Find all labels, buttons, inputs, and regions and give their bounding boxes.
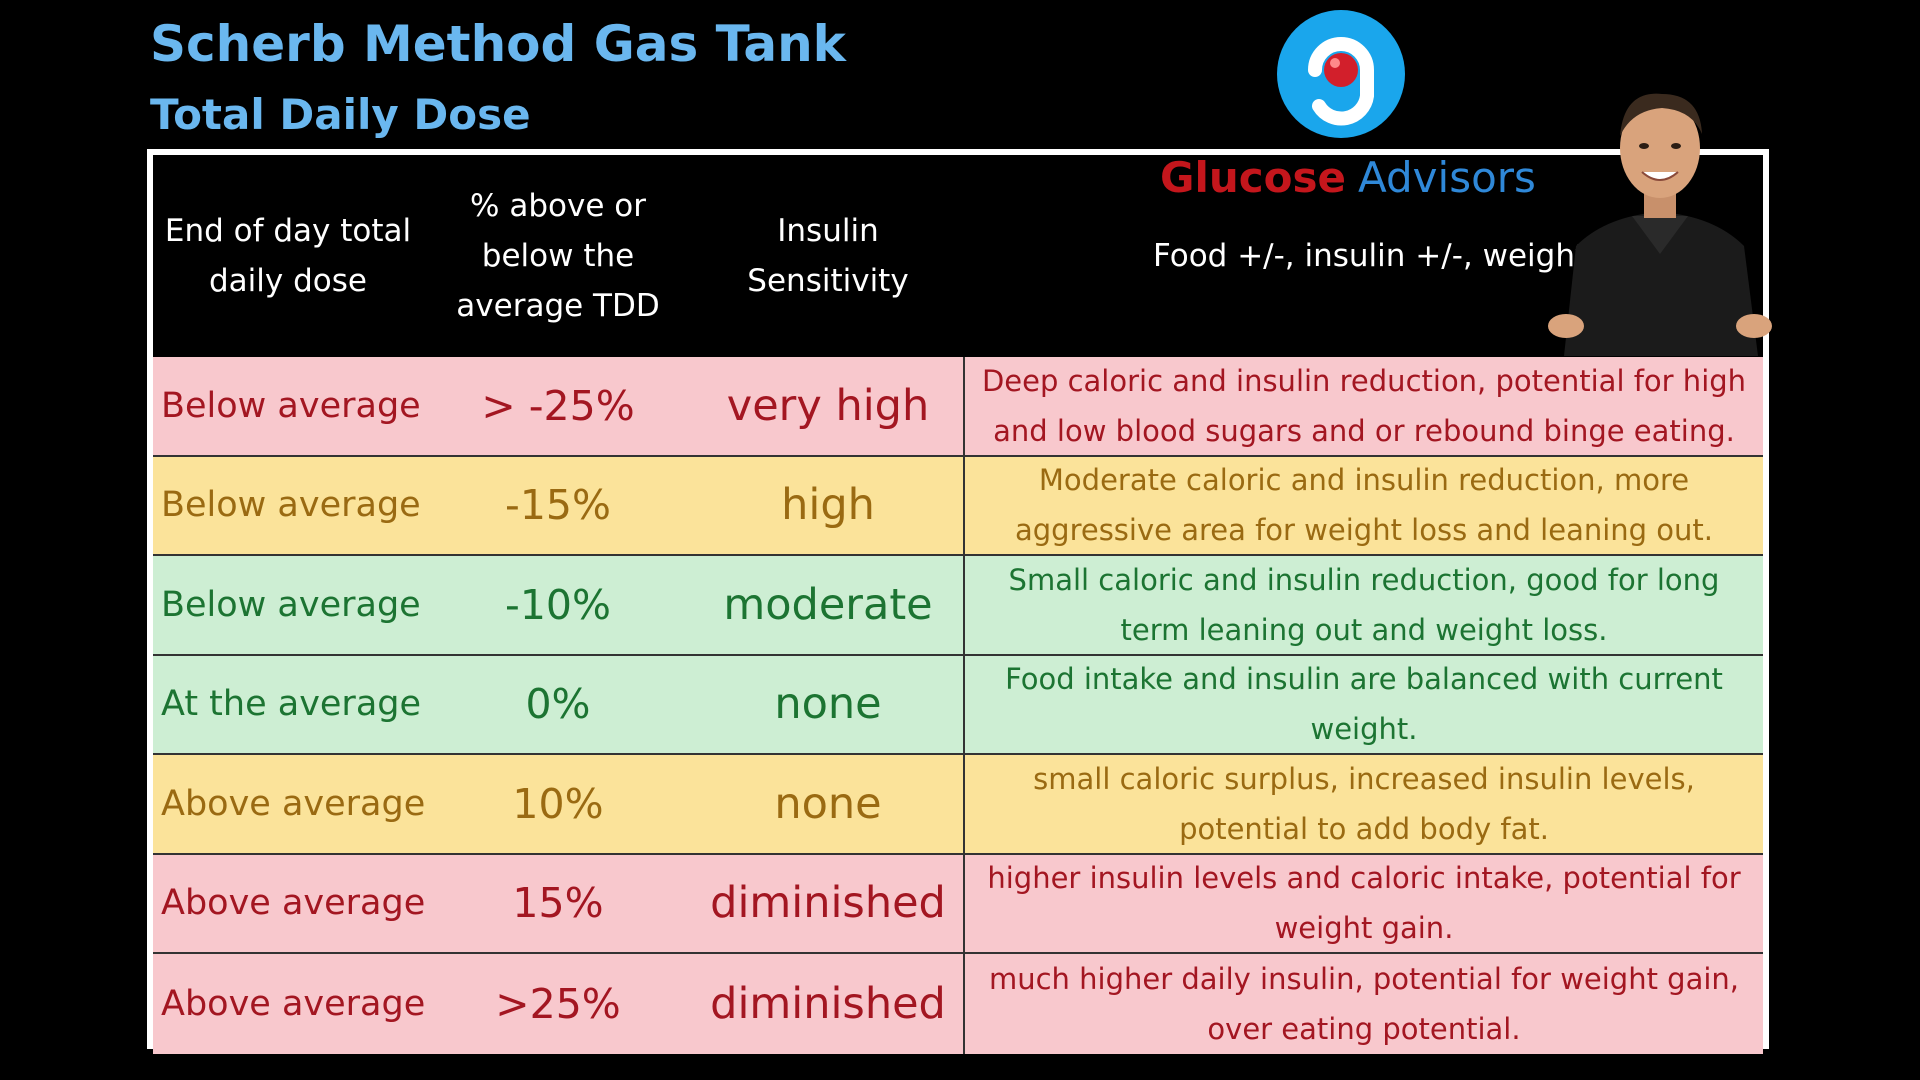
cell-percent: 10% bbox=[512, 779, 604, 828]
tdd-table: End of day total daily dose % above or b… bbox=[147, 149, 1769, 1054]
cell-sensitivity: none bbox=[774, 679, 882, 730]
glucose-advisors-g-logo-icon bbox=[1275, 8, 1407, 140]
table-header: End of day total daily dose % above or b… bbox=[153, 155, 1763, 357]
header-label: % above or below the average TDD bbox=[456, 188, 660, 324]
table-row: At the average 0% none Food intake and i… bbox=[153, 655, 1763, 755]
table-row: Above average 15% diminished higher insu… bbox=[153, 854, 1763, 954]
page-title: Scherb Method Gas Tank bbox=[150, 15, 846, 73]
header-label: End of day total daily dose bbox=[164, 213, 412, 299]
cell-sensitivity: diminished bbox=[710, 978, 946, 1029]
cell-level: At the average bbox=[161, 684, 422, 725]
header-food-insulin-weight: Food +/-, insulin +/-, weight +/- bbox=[963, 155, 1763, 357]
cell-description: small caloric surplus, increased insulin… bbox=[963, 755, 1763, 853]
table-row: Below average -15% high Moderate caloric… bbox=[153, 456, 1763, 556]
cell-sensitivity: none bbox=[774, 778, 882, 829]
cell-sensitivity: very high bbox=[726, 380, 930, 431]
cell-percent: -15% bbox=[505, 481, 611, 530]
page-subtitle: Total Daily Dose bbox=[150, 90, 531, 139]
cell-description: Small caloric and insulin reduction, goo… bbox=[963, 556, 1763, 654]
header-insulin-sensitivity: Insulin Sensitivity bbox=[693, 155, 963, 357]
table-row: Above average >25% diminished much highe… bbox=[153, 954, 1763, 1054]
cell-description: much higher daily insulin, potential for… bbox=[963, 954, 1763, 1054]
table-row: Below average -10% moderate Small calori… bbox=[153, 556, 1763, 656]
brand-name: Glucose Advisors bbox=[1160, 150, 1536, 206]
cell-sensitivity: high bbox=[781, 480, 875, 531]
table-row: Below average > -25% very high Deep calo… bbox=[153, 357, 1763, 457]
cell-percent: > -25% bbox=[481, 381, 635, 430]
cell-level: Below average bbox=[161, 385, 421, 426]
table-body: Below average > -25% very high Deep calo… bbox=[153, 357, 1763, 1054]
cell-level: Above average bbox=[161, 783, 426, 824]
cell-description: Moderate caloric and insulin reduction, … bbox=[963, 456, 1763, 554]
cell-description: higher insulin levels and caloric intake… bbox=[963, 854, 1763, 952]
table-row: Above average 10% none small caloric sur… bbox=[153, 755, 1763, 855]
brand-word-glucose: Glucose bbox=[1160, 153, 1347, 202]
cell-description: Deep caloric and insulin reduction, pote… bbox=[963, 357, 1763, 455]
presenter-photo bbox=[1546, 76, 1774, 356]
header-end-of-day-tdd: End of day total daily dose bbox=[153, 155, 423, 357]
cell-level: Below average bbox=[161, 584, 421, 625]
cell-description: Food intake and insulin are balanced wit… bbox=[963, 655, 1763, 753]
cell-level: Below average bbox=[161, 485, 421, 526]
header-label: Food +/-, insulin +/-, weight +/- bbox=[1153, 238, 1645, 274]
brand-word-advisors: Advisors bbox=[1358, 153, 1536, 202]
cell-sensitivity: diminished bbox=[710, 878, 946, 929]
cell-percent: >25% bbox=[495, 979, 621, 1028]
cell-percent: 0% bbox=[525, 680, 591, 729]
cell-level: Above average bbox=[161, 883, 426, 924]
cell-percent: 15% bbox=[512, 879, 604, 928]
cell-level: Above average bbox=[161, 983, 426, 1024]
header-percent: % above or below the average TDD bbox=[423, 155, 693, 357]
cell-sensitivity: moderate bbox=[723, 579, 933, 630]
header-label: Insulin Sensitivity bbox=[747, 213, 909, 299]
cell-percent: -10% bbox=[505, 580, 611, 629]
